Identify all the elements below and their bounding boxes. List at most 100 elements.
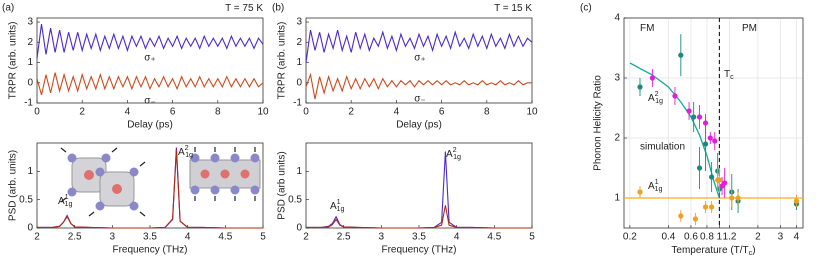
series-label: σ₊ <box>414 53 425 64</box>
panel-label: (c) <box>580 3 592 14</box>
x-tick-label: 2 <box>755 232 761 243</box>
plot-frame <box>36 17 264 104</box>
label-part: FM <box>640 23 654 34</box>
x-tick-label: 0 <box>34 107 40 118</box>
data-point <box>649 75 656 81</box>
label-part: A <box>178 147 185 158</box>
x-tick-label: 0 <box>303 107 309 118</box>
x-tick-label: 5 <box>529 232 535 243</box>
x-tick-label: 2.5 <box>337 232 351 243</box>
inset-atom <box>220 169 230 179</box>
y-tick-label: 2 <box>614 133 620 144</box>
y-tick-label: 2 <box>27 37 33 48</box>
plot-frame <box>305 142 533 229</box>
annotation: A2 1g <box>178 143 193 159</box>
inset-atom <box>101 153 111 163</box>
x-tick-label: 3.5 <box>412 232 426 243</box>
y-tick-label: 2 <box>296 37 302 48</box>
inset-atom <box>240 169 250 179</box>
series-line <box>305 29 533 63</box>
label-part: A <box>330 201 337 212</box>
panel-label: (a) <box>2 3 14 14</box>
label-part: PM <box>742 23 757 34</box>
y-tick-label: -1 <box>24 98 33 109</box>
inset-atom <box>190 185 200 195</box>
y-tick-label: 3 <box>614 73 620 84</box>
y-tick-label: 0.5 <box>19 194 33 205</box>
data-point <box>686 108 692 114</box>
label-part: 2 <box>453 145 457 154</box>
label-part: ) <box>752 245 755 256</box>
data-point <box>637 189 643 195</box>
x-tick-label: 10 <box>257 107 269 118</box>
y-tick-label: 1 <box>296 166 302 177</box>
x-tick-label: 0.8 <box>700 232 714 243</box>
inset-atom <box>200 169 210 179</box>
series-line <box>36 72 264 96</box>
data-point <box>729 195 735 201</box>
series-line <box>305 72 532 100</box>
data-point <box>716 177 722 183</box>
y-tick-label: 0 <box>296 223 302 234</box>
y-tick-label: 1 <box>27 57 33 68</box>
label-part: 1g <box>655 184 663 193</box>
x-tick-label: 3 <box>778 232 784 243</box>
x-tick-label: 1.2 <box>723 232 737 243</box>
y-tick-label: 1 <box>296 57 302 68</box>
y-axis-label: Phonon Helicity Ratio <box>593 75 604 171</box>
series-label: A1 1g <box>648 177 663 193</box>
y-tick-label: 0 <box>27 77 33 88</box>
label-part: c <box>730 72 734 81</box>
x-tick-label: 4 <box>125 107 131 118</box>
x-tick-label: 0.6 <box>684 232 698 243</box>
x-tick-label: 2.5 <box>68 232 82 243</box>
x-tick-label: 4 <box>454 232 460 243</box>
label-part: 1g <box>65 199 73 208</box>
x-tick-label: 5 <box>260 232 266 243</box>
label-part: T = 75 K <box>225 3 263 14</box>
label-part: A <box>446 149 453 160</box>
inset-atom <box>250 153 260 163</box>
y-tick-label: 0 <box>296 77 302 88</box>
label-part: 1g <box>655 96 663 105</box>
plot-frame <box>623 17 804 229</box>
data-point <box>707 135 713 141</box>
label-part: T = 15 K <box>494 3 532 14</box>
annotation: A1 1g <box>330 197 345 213</box>
y-tick-label: 1 <box>614 193 620 204</box>
x-tick-label: 1 <box>717 232 723 243</box>
series-line <box>36 24 264 59</box>
panel-label: (b) <box>272 3 284 14</box>
y-tick-label: 0.5 <box>288 194 302 205</box>
label-part: 1g <box>453 152 461 161</box>
x-tick-label: 3.5 <box>143 232 157 243</box>
data-point <box>692 216 699 222</box>
label-part: T <box>724 69 730 80</box>
y-axis-label: PSD (arb. units) <box>8 150 19 221</box>
annotation: PM <box>742 23 757 34</box>
label-part: 2 <box>655 89 659 98</box>
annotation: T = 15 K <box>494 3 532 14</box>
x-tick-label: 4 <box>794 232 800 243</box>
label-part: 1g <box>337 204 345 213</box>
x-axis-label: Delay (ps) <box>127 120 173 131</box>
x-tick-label: 2 <box>34 232 40 243</box>
data-point <box>722 180 728 186</box>
data-point <box>672 93 678 99</box>
annotation: A1 1g <box>58 192 73 208</box>
inset-atom <box>250 185 260 195</box>
series-label: A2 1g <box>648 89 663 105</box>
label-part: c <box>749 248 753 257</box>
inset-atom <box>230 153 240 163</box>
x-tick-label: 0.4 <box>661 232 675 243</box>
label-part: A <box>58 196 65 207</box>
inset-atom <box>190 153 200 163</box>
x-tick-label: 2 <box>348 107 354 118</box>
x-tick-label: 4.5 <box>487 232 501 243</box>
y-tick-label: 3 <box>27 17 33 28</box>
inset-atom <box>230 185 240 195</box>
series-label: simulation <box>640 142 685 153</box>
series-label: σ₊ <box>144 53 155 64</box>
annotation: Tc <box>724 69 734 81</box>
